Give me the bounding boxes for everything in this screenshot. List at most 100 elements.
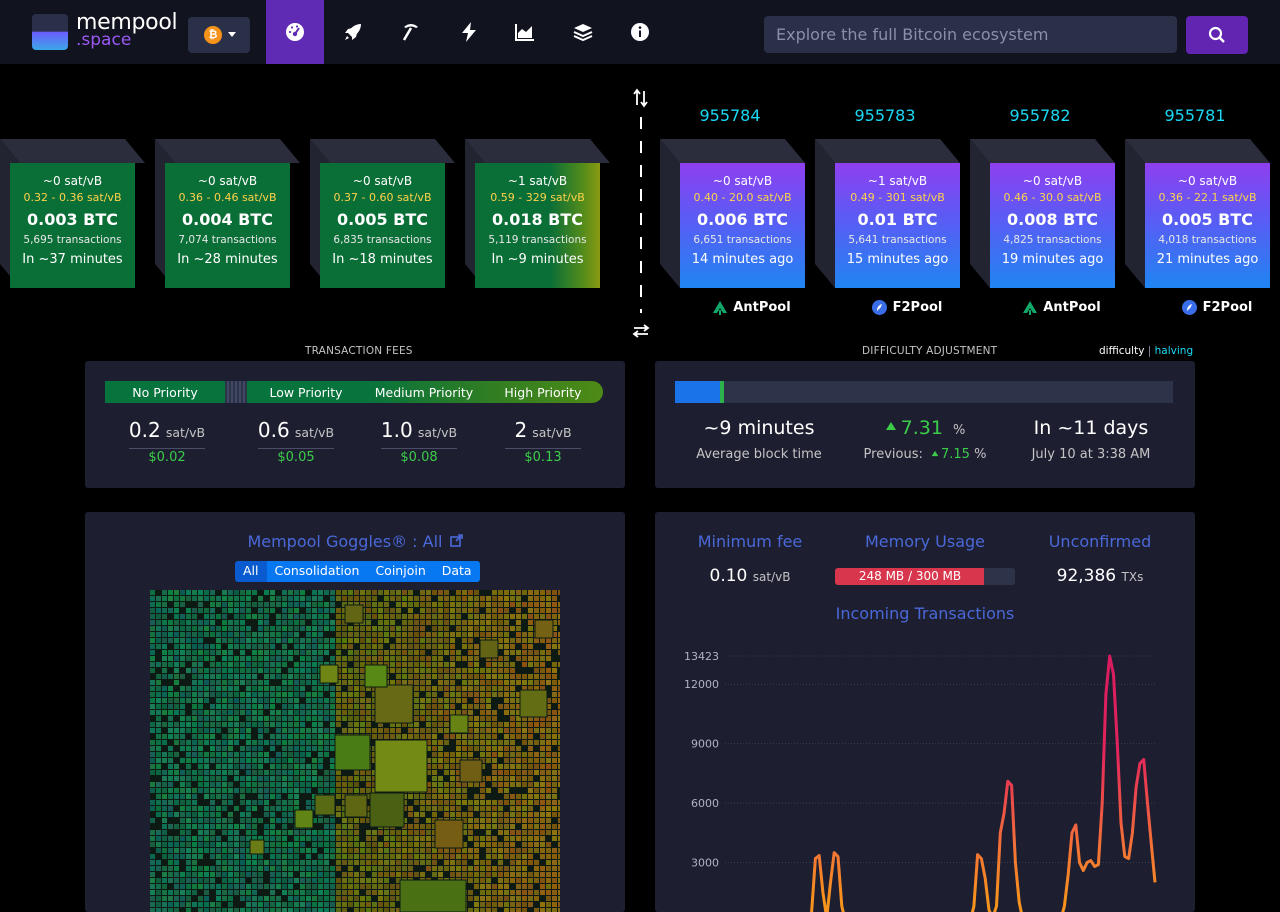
tx-square[interactable] bbox=[252, 818, 257, 823]
tx-square[interactable] bbox=[522, 758, 527, 763]
tx-square[interactable] bbox=[468, 590, 473, 595]
tx-square[interactable] bbox=[546, 614, 551, 619]
tx-square[interactable] bbox=[198, 806, 203, 811]
tx-square[interactable] bbox=[324, 716, 329, 721]
tx-square[interactable] bbox=[210, 758, 215, 763]
tx-square[interactable] bbox=[402, 614, 407, 619]
tx-square[interactable] bbox=[222, 602, 227, 607]
tx-square[interactable] bbox=[240, 896, 245, 901]
tx-square[interactable] bbox=[204, 824, 209, 829]
tx-square[interactable] bbox=[528, 656, 533, 661]
tx-square[interactable] bbox=[246, 638, 251, 643]
tx-square[interactable] bbox=[426, 860, 431, 865]
tx-square[interactable] bbox=[558, 902, 560, 907]
tx-square[interactable] bbox=[390, 614, 395, 619]
tx-square[interactable] bbox=[258, 620, 263, 625]
tx-square[interactable] bbox=[312, 746, 317, 751]
tx-square[interactable] bbox=[319, 664, 339, 684]
tx-square[interactable] bbox=[222, 770, 227, 775]
nav-accelerator[interactable] bbox=[324, 0, 382, 64]
tx-square[interactable] bbox=[354, 728, 359, 733]
tx-square[interactable] bbox=[318, 692, 323, 697]
tx-square[interactable] bbox=[300, 842, 305, 847]
tx-square[interactable] bbox=[264, 680, 269, 685]
tx-square[interactable] bbox=[282, 740, 287, 745]
tx-square[interactable] bbox=[228, 872, 233, 877]
tx-square[interactable] bbox=[480, 884, 485, 889]
tx-square[interactable] bbox=[528, 896, 533, 901]
tx-square[interactable] bbox=[174, 668, 179, 673]
tx-square[interactable] bbox=[318, 722, 323, 727]
tx-square[interactable] bbox=[276, 692, 281, 697]
tx-square[interactable] bbox=[300, 590, 305, 595]
tx-square[interactable] bbox=[264, 794, 269, 799]
tx-square[interactable] bbox=[336, 866, 341, 871]
tx-square[interactable] bbox=[456, 740, 461, 745]
tx-square[interactable] bbox=[276, 722, 281, 727]
tx-square[interactable] bbox=[390, 848, 395, 853]
tx-square[interactable] bbox=[426, 686, 431, 691]
tx-square[interactable] bbox=[468, 830, 473, 835]
tx-square[interactable] bbox=[378, 638, 383, 643]
tx-square[interactable] bbox=[360, 818, 365, 823]
tx-square[interactable] bbox=[240, 626, 245, 631]
tx-square[interactable] bbox=[348, 902, 353, 907]
tx-square[interactable] bbox=[162, 698, 167, 703]
tx-square[interactable] bbox=[498, 638, 503, 643]
tx-square[interactable] bbox=[456, 758, 461, 763]
tx-square[interactable] bbox=[510, 710, 515, 715]
tx-square[interactable] bbox=[288, 770, 293, 775]
tx-square[interactable] bbox=[432, 698, 437, 703]
tx-square[interactable] bbox=[180, 824, 185, 829]
tx-square[interactable] bbox=[336, 596, 341, 601]
tx-square[interactable] bbox=[264, 662, 269, 667]
tx-square[interactable] bbox=[216, 668, 221, 673]
tx-square[interactable] bbox=[204, 722, 209, 727]
tx-square[interactable] bbox=[540, 812, 545, 817]
tx-square[interactable] bbox=[246, 824, 251, 829]
tx-square[interactable] bbox=[306, 728, 311, 733]
tx-square[interactable] bbox=[204, 776, 209, 781]
tx-square[interactable] bbox=[222, 830, 227, 835]
tx-square[interactable] bbox=[480, 752, 485, 757]
tx-square[interactable] bbox=[240, 710, 245, 715]
tx-square[interactable] bbox=[546, 650, 551, 655]
tx-square[interactable] bbox=[330, 884, 335, 889]
tx-square[interactable] bbox=[204, 590, 209, 595]
tx-square[interactable] bbox=[198, 836, 203, 841]
tx-square[interactable] bbox=[492, 770, 497, 775]
tx-square[interactable] bbox=[552, 740, 557, 745]
tx-square[interactable] bbox=[516, 794, 521, 799]
tx-square[interactable] bbox=[546, 674, 551, 679]
tx-square[interactable] bbox=[534, 614, 539, 619]
tx-square[interactable] bbox=[540, 878, 545, 883]
tx-square[interactable] bbox=[504, 674, 509, 679]
tx-square[interactable] bbox=[174, 848, 179, 853]
tx-square[interactable] bbox=[294, 632, 299, 637]
tx-square[interactable] bbox=[552, 680, 557, 685]
tx-square[interactable] bbox=[516, 698, 521, 703]
tx-square[interactable] bbox=[168, 872, 173, 877]
tx-square[interactable] bbox=[258, 878, 263, 883]
tx-square[interactable] bbox=[240, 746, 245, 751]
tx-square[interactable] bbox=[162, 884, 167, 889]
tx-square[interactable] bbox=[228, 788, 233, 793]
tx-square[interactable] bbox=[516, 656, 521, 661]
tx-square[interactable] bbox=[414, 680, 419, 685]
tx-square[interactable] bbox=[186, 800, 191, 805]
tx-square[interactable] bbox=[492, 662, 497, 667]
tx-square[interactable] bbox=[300, 704, 305, 709]
tx-square[interactable] bbox=[324, 626, 329, 631]
tx-square[interactable] bbox=[492, 896, 497, 901]
tx-square[interactable] bbox=[150, 650, 155, 655]
mined-block[interactable]: ~0 sat/vB 0.40 - 20.0 sat/vB 0.006 BTC 6… bbox=[660, 139, 805, 288]
tx-square[interactable] bbox=[558, 770, 560, 775]
tx-square[interactable] bbox=[186, 698, 191, 703]
tx-square[interactable] bbox=[360, 896, 365, 901]
tx-square[interactable] bbox=[378, 650, 383, 655]
tx-square[interactable] bbox=[468, 680, 473, 685]
tx-square[interactable] bbox=[156, 716, 161, 721]
tx-square[interactable] bbox=[504, 710, 509, 715]
tx-square[interactable] bbox=[288, 854, 293, 859]
tx-square[interactable] bbox=[330, 716, 335, 721]
